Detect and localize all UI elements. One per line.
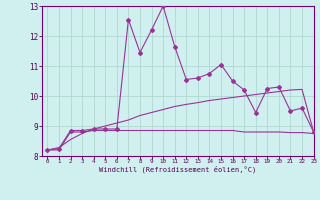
X-axis label: Windchill (Refroidissement éolien,°C): Windchill (Refroidissement éolien,°C) xyxy=(99,166,256,173)
